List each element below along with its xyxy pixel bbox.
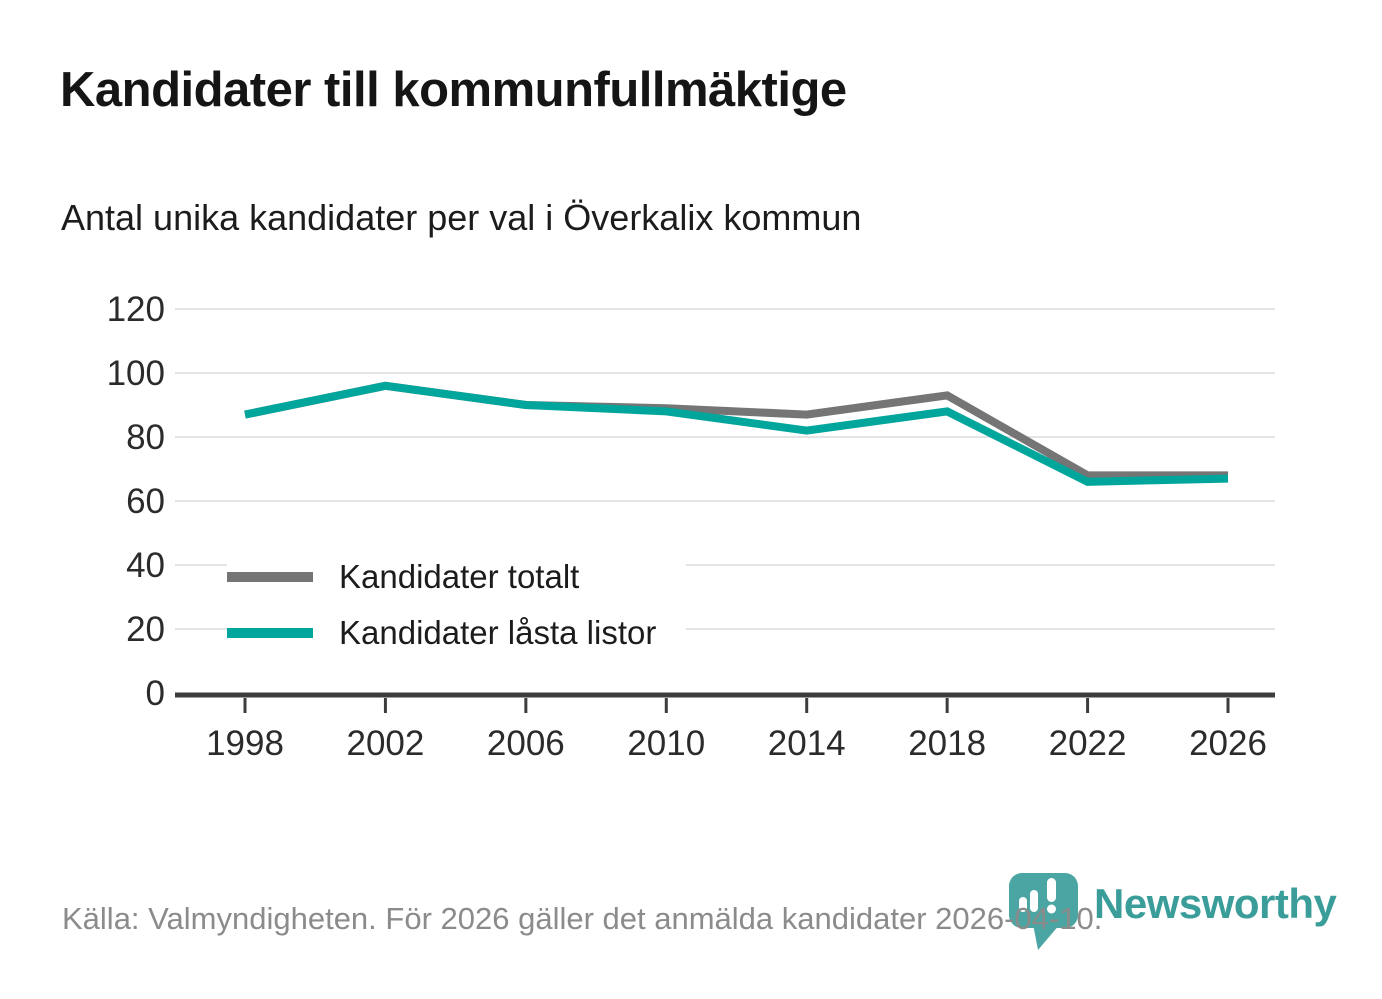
- logo-bar-tall: [1047, 878, 1056, 902]
- chart-subtitle: Antal unika kandidater per val i Överkal…: [61, 197, 862, 238]
- legend-label-totalt: Kandidater totalt: [339, 558, 580, 595]
- x-axis-tick-label: 2002: [346, 724, 424, 763]
- legend-item-lasta-listor: Kandidater låsta listor: [227, 608, 687, 658]
- source-note: Källa: Valmyndigheten. För 2026 gäller d…: [62, 901, 1103, 936]
- series-line-totalt: [244, 381, 1228, 480]
- y-axis-tick-label: 120: [107, 290, 165, 329]
- y-axis-tick-label: 60: [126, 482, 165, 521]
- x-axis-tick-label: 1998: [206, 724, 284, 763]
- x-axis-tick-label: 2026: [1189, 724, 1267, 763]
- x-axis-tick-label: 2018: [908, 724, 986, 763]
- chart-legend: Kandidater totalt Kandidater låsta listo…: [227, 552, 687, 658]
- logo-bar-medium: [1030, 890, 1038, 912]
- page-title: Kandidater till kommunfullmäktige: [60, 63, 847, 117]
- y-axis-tick-label: 100: [107, 354, 165, 393]
- series-line-lasta-listor: [244, 381, 1229, 486]
- legend-swatch-totalt: [227, 572, 313, 582]
- y-axis-tick-label: 40: [126, 546, 165, 585]
- x-axis-tick-label: 2014: [768, 724, 846, 763]
- legend-item-totalt: Kandidater totalt: [227, 552, 687, 602]
- y-axis-tick-label: 0: [146, 674, 165, 713]
- x-axis-tick-label: 2006: [487, 724, 565, 763]
- logo-bubble-tail: [1033, 924, 1060, 950]
- newsworthy-logo: Newsworthy: [1008, 872, 1337, 952]
- logo-dot: [1047, 904, 1056, 914]
- legend-label-lasta-listor: Kandidater låsta listor: [339, 614, 657, 651]
- y-axis-tick-label: 20: [126, 610, 165, 649]
- newsworthy-logo-icon: [1009, 873, 1078, 950]
- logo-bar-small: [1019, 897, 1027, 912]
- newsworthy-logo-text: Newsworthy: [1094, 880, 1337, 927]
- legend-swatch-lasta-listor: [227, 628, 313, 638]
- x-axis-tick-label: 2022: [1049, 724, 1127, 763]
- x-axis-tick-label: 2010: [627, 724, 705, 763]
- y-axis-tick-label: 80: [126, 418, 165, 457]
- logo-bubble: [1009, 873, 1078, 928]
